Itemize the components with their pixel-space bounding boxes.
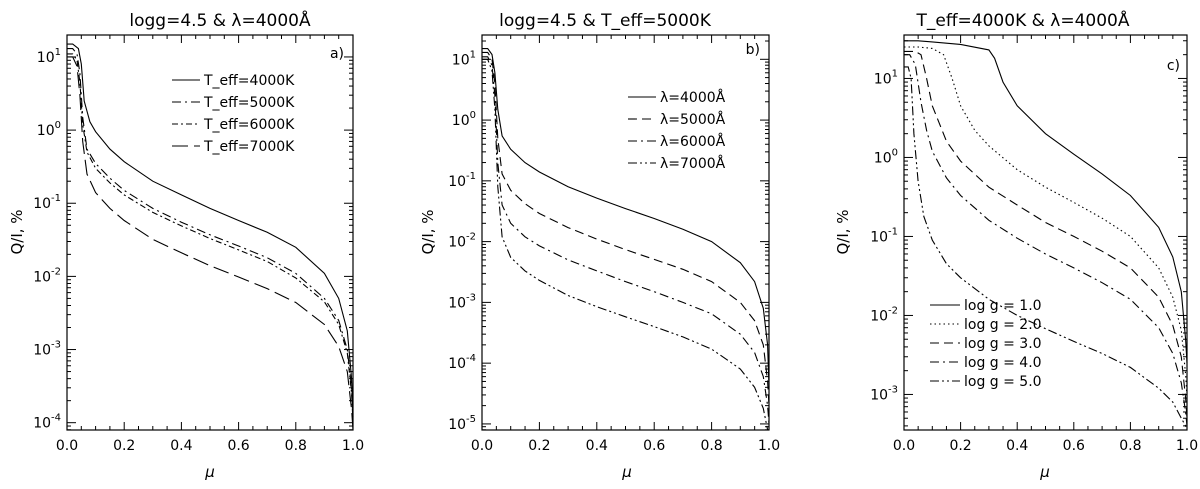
panel-b-yticks: 101 100 10-1 10-2 10-3 10-4 10-5 xyxy=(448,40,769,433)
panel-b-xtick-label: 0.4 xyxy=(586,438,608,454)
panel-b-xticks: 0.0 0.2 0.4 0.6 0.8 1.0 xyxy=(471,35,780,454)
panel-c-xtick-label: 1.0 xyxy=(1176,438,1198,454)
panel-a-xtick-label: 0.8 xyxy=(285,438,307,454)
panel-c-xtick-label: 0.2 xyxy=(949,438,971,454)
panel-a-label: a) xyxy=(330,46,344,62)
panel-b-xtick-label: 0.8 xyxy=(700,438,722,454)
panel-c: T_eff=4000K & λ=4000Å c) μ Q/I, % 0.0 0.2… xyxy=(834,9,1198,481)
panel-a: logg=4.5 & λ=4000Å a) μ Q/I, % 0.0 0.2 0.4… xyxy=(8,9,364,481)
panel-c-series-2 xyxy=(904,46,1188,399)
panel-c-ylabel: Q/I, % xyxy=(834,209,852,254)
panel-a-lines xyxy=(67,43,354,430)
panel-a-title: logg=4.5 & λ=4000Å xyxy=(129,9,311,31)
panel-c-xtick-label: 0.6 xyxy=(1063,438,1085,454)
panel-a-legend-label: T_eff=5000K xyxy=(203,95,295,111)
panel-a-series-3 xyxy=(67,53,354,423)
panel-b-legend-label: λ=6000Å xyxy=(660,133,726,150)
panel-b-ytick-label: 10-5 xyxy=(448,414,476,433)
panel-c-xtick-label: 0.8 xyxy=(1119,438,1141,454)
panel-c-legend: log g = 1.0 log g = 2.0 log g = 3.0 log g =… xyxy=(930,298,1042,390)
panel-a-xtick-label: 0.2 xyxy=(113,438,135,454)
panel-b: logg=4.5 & T_eff=5000K b) μ Q/I, % 0.0 0.… xyxy=(419,11,780,481)
panel-c-legend-label: log g = 4.0 xyxy=(964,355,1042,371)
panel-b-legend-label: λ=5000Å xyxy=(660,111,726,128)
panel-a-series-2 xyxy=(67,48,354,423)
panel-b-label: b) xyxy=(746,42,760,58)
panel-a-ylabel: Q/I, % xyxy=(8,209,26,254)
panel-a-legend-label: T_eff=7000K xyxy=(203,139,295,155)
panel-a-ytick-label: 10-2 xyxy=(33,266,61,285)
panel-b-xtick-label: 1.0 xyxy=(758,438,780,454)
panel-c-legend-label: log g = 3.0 xyxy=(964,336,1042,352)
panel-b-series-3 xyxy=(482,56,770,424)
panel-a-ytick-label: 10-4 xyxy=(33,413,61,432)
panel-b-lines xyxy=(482,48,770,431)
panel-a-ytick-label: 101 xyxy=(37,47,61,66)
panel-a-ytick-label: 100 xyxy=(37,120,61,139)
panel-a-xticks: 0.0 0.2 0.4 0.6 0.8 1.0 xyxy=(56,35,364,454)
panel-c-legend-label: log g = 5.0 xyxy=(964,374,1042,390)
panel-a-legend-label: T_eff=6000K xyxy=(203,117,295,133)
panel-b-series-2 xyxy=(482,51,770,406)
panel-a-ytick-label: 10-1 xyxy=(33,193,61,212)
panel-c-lines xyxy=(904,40,1188,431)
panel-b-legend-label: λ=4000Å xyxy=(660,89,726,106)
panel-b-xtick-label: 0.0 xyxy=(471,438,493,454)
panel-c-ytick-label: 100 xyxy=(874,147,898,166)
panel-b-ytick-label: 100 xyxy=(452,110,476,129)
panel-b-ylabel: Q/I, % xyxy=(419,209,437,254)
panel-c-ytick-label: 101 xyxy=(874,68,898,87)
panel-c-title: T_eff=4000K & λ=4000Å xyxy=(916,9,1130,31)
panel-b-ytick-label: 10-2 xyxy=(448,232,476,251)
panel-b-ytick-label: 10-3 xyxy=(448,292,476,311)
panel-c-frame xyxy=(903,34,1188,431)
panel-b-ytick-label: 10-1 xyxy=(448,171,476,190)
panel-c-ytick-label: 10-3 xyxy=(870,384,898,403)
panel-c-series-1 xyxy=(904,40,1188,364)
panel-b-xtick-label: 0.2 xyxy=(528,438,550,454)
panel-c-series-5 xyxy=(904,66,1188,431)
panel-c-legend-label: log g = 2.0 xyxy=(964,317,1042,333)
panel-c-ytick-label: 10-1 xyxy=(870,226,898,245)
panel-c-xlabel: μ xyxy=(1039,463,1050,481)
panel-c-series-3 xyxy=(904,50,1188,419)
panel-b-title: logg=4.5 & T_eff=5000K xyxy=(499,11,712,31)
panel-b-legend: λ=4000Å λ=5000Å λ=6000Å λ=7000Å xyxy=(628,89,726,172)
panel-a-xtick-label: 0.0 xyxy=(56,438,78,454)
panel-a-ytick-label: 10-3 xyxy=(33,340,61,359)
panel-a-series-4 xyxy=(67,56,354,430)
panel-c-series-4 xyxy=(904,54,1188,426)
panel-b-xlabel: μ xyxy=(621,463,632,481)
panel-b-series-4 xyxy=(482,58,770,431)
panel-a-series-1 xyxy=(67,43,354,417)
panel-a-xtick-label: 0.6 xyxy=(227,438,249,454)
panel-a-xtick-label: 1.0 xyxy=(342,438,364,454)
panel-a-xlabel: μ xyxy=(204,463,215,481)
panel-b-xtick-label: 0.6 xyxy=(643,438,665,454)
panel-c-xtick-label: 0.0 xyxy=(893,438,915,454)
panel-b-series-1 xyxy=(482,48,770,388)
panel-c-xtick-label: 0.4 xyxy=(1006,438,1028,454)
panel-c-ytick-label: 10-2 xyxy=(870,305,898,324)
panel-a-legend: T_eff=4000K T_eff=5000K T_eff=6000K T_eff=7… xyxy=(172,73,295,155)
panel-c-label: c) xyxy=(1167,58,1180,74)
panel-b-ytick-label: 101 xyxy=(452,49,476,68)
panel-b-ytick-label: 10-4 xyxy=(448,353,476,372)
panel-c-legend-label: log g = 1.0 xyxy=(964,298,1042,314)
panel-a-xtick-label: 0.4 xyxy=(170,438,192,454)
panel-c-xticks: 0.0 0.2 0.4 0.6 0.8 1.0 xyxy=(893,35,1198,454)
panel-a-yticks: 101 100 10-1 10-2 10-3 10-4 xyxy=(33,47,353,432)
panel-a-legend-label: T_eff=4000K xyxy=(203,73,295,89)
panel-b-legend-label: λ=7000Å xyxy=(660,155,726,172)
panel-b-frame xyxy=(481,34,770,431)
